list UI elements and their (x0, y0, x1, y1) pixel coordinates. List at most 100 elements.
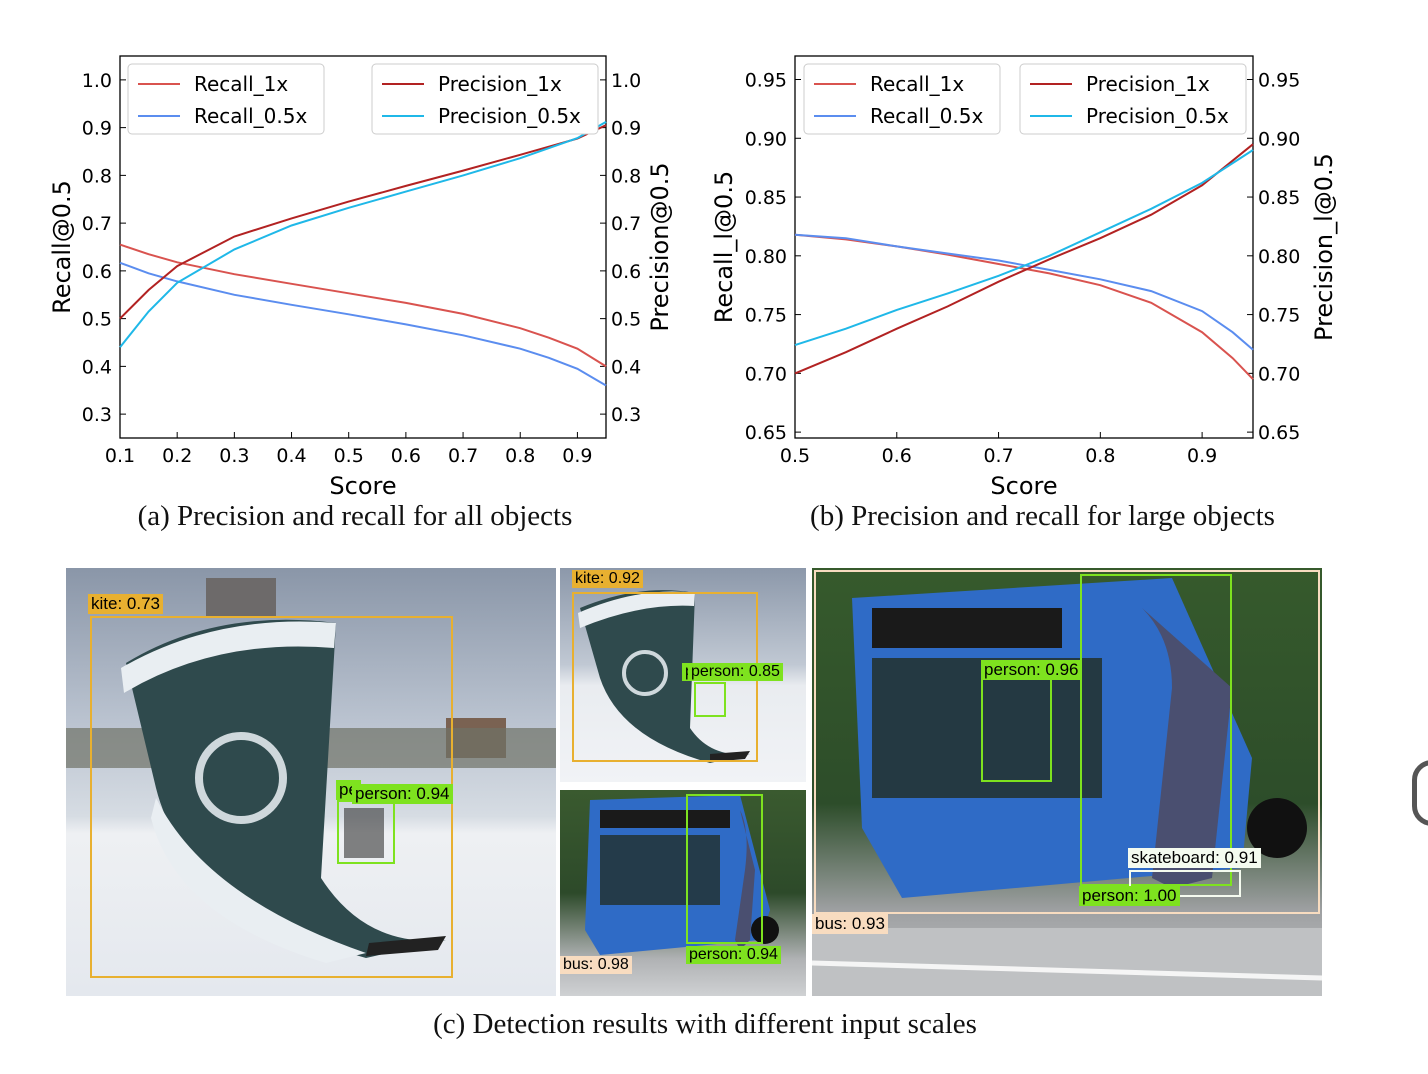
y-tick-label-left: 0.70 (745, 363, 787, 385)
bus-small-label: bus: 0.98 (560, 956, 632, 975)
y-tick-label-right: 0.8 (611, 165, 641, 187)
kite-small-scene-art (578, 590, 750, 763)
person-small-box (694, 682, 726, 717)
person-large-bus-box (1080, 574, 1232, 886)
series-line-recall-0-5x (794, 233, 1254, 351)
legend-label: Recall_1x (194, 72, 288, 96)
y-tick-label-left: 0.3 (82, 404, 112, 426)
bus-large-box (814, 570, 1320, 914)
kite-scene-art (66, 578, 556, 963)
kite-label: kite: 0.73 (88, 594, 163, 614)
y-tick-label-left: 0.4 (82, 356, 112, 378)
y-tick-label-right: 0.6 (611, 261, 641, 283)
bus-large-scene-art (812, 578, 1322, 996)
x-tick-label: 0.9 (562, 445, 592, 467)
person-label: person: 0.94 (352, 784, 453, 804)
skateboard-box (1129, 870, 1241, 897)
x-tick-label: 0.5 (334, 445, 364, 467)
y-tick-label-left: 0.85 (745, 187, 787, 209)
y-axis-label-left: Recall_l@0.5 (710, 171, 738, 323)
y-tick-label-left: 0.9 (82, 118, 112, 140)
photo-bus-large: person: 0.96 skateboard: 0.91 person: 1.… (812, 568, 1322, 996)
x-tick-label: 0.3 (219, 445, 249, 467)
legend-box (371, 63, 599, 135)
person-small-bus-box (686, 794, 763, 944)
x-tick-label: 0.6 (391, 445, 421, 467)
legend-label: Recall_0.5x (870, 104, 983, 128)
y-tick-label-left: 1.0 (82, 70, 112, 92)
plot-frame (794, 55, 1254, 439)
y-tick-label-right: 0.80 (1258, 246, 1300, 268)
person-box-1 (337, 800, 395, 864)
x-axis-label: Score (329, 472, 396, 500)
person-large-bus-label: person: 1.00 (1079, 886, 1180, 906)
series-line-precision-0-5x (119, 121, 607, 348)
x-axis-label: Score (990, 472, 1057, 500)
y-axis-label-right: Precision@0.5 (646, 162, 674, 331)
series-line-recall-1x (119, 243, 607, 368)
legend-label: Recall_0.5x (194, 104, 307, 128)
x-tick-label: 0.8 (505, 445, 535, 467)
skateboard-label: skateboard: 0.91 (1128, 848, 1261, 868)
photo-kite-large: kite: 0.73 pe person: 0.94 (66, 568, 556, 996)
y-tick-label-left: 0.65 (745, 422, 787, 444)
y-tick-label-left: 0.7 (82, 213, 112, 235)
y-tick-label-right: 0.9 (611, 118, 641, 140)
series-line-recall-0-5x (119, 261, 607, 387)
x-tick-label: 0.4 (276, 445, 306, 467)
y-tick-label-left: 0.90 (745, 128, 787, 150)
y-axis-label-right: Precision_l@0.5 (1310, 153, 1338, 341)
caption-a: (a) Precision and recall for all objects (137, 500, 573, 532)
y-tick-label-right: 0.4 (611, 356, 641, 378)
chart-b-precision-recall-large: 0.5 0.6 0.7 0.8 0.9 0.65 0.65 0.70 0.70 0.75 0.75 0… (710, 55, 1338, 500)
y-tick-label-left: 0.80 (745, 246, 787, 268)
person-inside-bus-label: person: 0.96 (981, 660, 1082, 680)
legend-label: Precision_1x (438, 72, 562, 96)
y-tick-label-right: 0.75 (1258, 305, 1300, 327)
x-tick-label: 0.9 (1187, 445, 1217, 467)
chart-a-precision-recall-all: 0.1 0.2 0.3 0.4 0.5 0.6 0.7 0.8 0.9 0.3 0.3 0.4 0.4 0… (48, 55, 674, 500)
plot-frame (119, 55, 607, 439)
caption-b: (b) Precision and recall for large objec… (810, 500, 1275, 532)
y-tick-label-right: 0.70 (1258, 363, 1300, 385)
x-tick-label: 0.8 (1085, 445, 1115, 467)
series-line-precision-1x (119, 124, 607, 320)
y-axis-label-left: Recall@0.5 (48, 180, 76, 314)
y-tick-label-left: 0.5 (82, 309, 112, 331)
bus-large-label: bus: 0.93 (812, 914, 888, 934)
x-tick-label: 0.5 (780, 445, 810, 467)
x-tick-label: 0.2 (162, 445, 192, 467)
series-line-recall-1x (794, 233, 1254, 380)
y-tick-label-left: 0.95 (745, 70, 787, 92)
legend-label: Precision_0.5x (1086, 104, 1229, 128)
person-small-bus-label: person: 0.94 (686, 946, 781, 965)
x-tick-label: 0.1 (105, 445, 135, 467)
legend-label: Recall_1x (870, 72, 964, 96)
series-line-precision-1x (794, 143, 1254, 375)
photo-kite-small: kite: 0.92 p person: 0.85 (560, 568, 806, 782)
y-tick-label-left: 0.6 (82, 261, 112, 283)
y-tick-label-right: 0.7 (611, 213, 641, 235)
person-small-label: person: 0.85 (688, 663, 783, 682)
y-tick-label-right: 0.85 (1258, 187, 1300, 209)
legend-label: Precision_0.5x (438, 104, 581, 128)
legend-box (1019, 63, 1247, 135)
y-tick-label-right: 0.95 (1258, 70, 1300, 92)
y-tick-label-left: 0.8 (82, 165, 112, 187)
y-tick-label-right: 0.3 (611, 404, 641, 426)
y-tick-label-right: 0.90 (1258, 128, 1300, 150)
series-line-precision-0-5x (794, 149, 1254, 347)
legend-label: Precision_1x (1086, 72, 1210, 96)
photo-bus-small: bus: 0.98 person: 0.94 (560, 790, 806, 996)
y-tick-label-right: 0.5 (611, 309, 641, 331)
caption-c: (c) Detection results with different inp… (433, 1008, 977, 1040)
scroll-button[interactable] (1412, 760, 1428, 826)
x-tick-label: 0.7 (448, 445, 478, 467)
y-tick-label-right: 1.0 (611, 70, 641, 92)
x-tick-label: 0.6 (882, 445, 912, 467)
kite-small-label: kite: 0.92 (572, 570, 643, 589)
y-tick-label-left: 0.75 (745, 305, 787, 327)
bus-small-scene-art (585, 795, 779, 955)
x-tick-label: 0.7 (983, 445, 1013, 467)
y-tick-label-right: 0.65 (1258, 422, 1300, 444)
